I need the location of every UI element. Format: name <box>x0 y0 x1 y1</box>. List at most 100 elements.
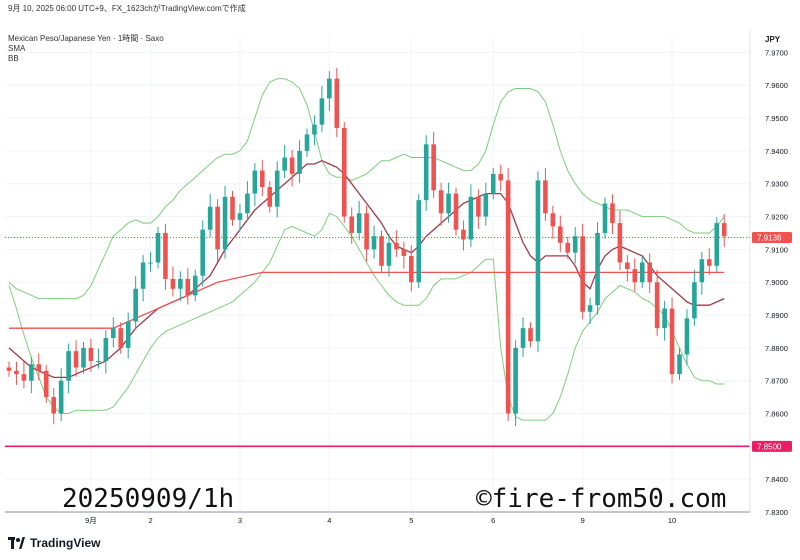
candle-body <box>431 144 436 191</box>
candle-body <box>14 370 19 375</box>
site-watermark: ©fire-from50.com <box>476 484 727 514</box>
bb-lower-band <box>8 212 725 421</box>
chart-timestamp: 9月 10, 2025 06:00 UTC+9、FX_1623chがTradin… <box>8 4 246 13</box>
current-price-tag: 7.9136 <box>752 232 792 244</box>
candle-body <box>312 124 317 135</box>
candle-body <box>297 150 302 174</box>
y-tick-label: 7.8300 <box>765 508 788 517</box>
candle-body <box>125 321 131 348</box>
level-price-tag: 7.8500 <box>752 440 792 452</box>
candle-body <box>543 180 548 214</box>
candle-body <box>610 203 615 224</box>
candle-body <box>461 229 466 240</box>
candle-body <box>140 262 146 289</box>
price-axis[interactable]: 7.9700 7.9600 7.9500 7.9400 7.9300 7.9200 7.91… <box>765 48 788 517</box>
candle-body <box>476 196 481 217</box>
plot-background <box>5 36 750 512</box>
candle-body <box>490 173 496 194</box>
time-axis[interactable]: 9月 2 3 4 5 6 9 10 <box>85 516 676 525</box>
candle-body <box>423 144 429 201</box>
candle-body <box>163 232 168 279</box>
tradingview-logo[interactable]: TradingView <box>8 536 100 550</box>
y-tick-label: 7.8700 <box>765 377 788 386</box>
symbol-title[interactable]: Mexican Peso/Japanese Yen · 1時間 · Saxo <box>8 34 164 43</box>
candle-body <box>118 328 124 348</box>
candle-body <box>237 213 243 220</box>
tradingview-icon <box>8 537 26 549</box>
candle-body <box>282 157 287 171</box>
candle-body <box>200 229 205 276</box>
y-tick-label: 7.9100 <box>765 245 788 254</box>
candles <box>6 67 727 426</box>
candle-body <box>88 347 94 361</box>
candle-body <box>692 282 697 319</box>
candle-body <box>505 180 511 414</box>
candle-body <box>528 328 533 342</box>
candle-body <box>319 98 325 125</box>
candle-body <box>349 216 354 233</box>
candle-body <box>714 223 720 266</box>
candle-body <box>625 262 630 270</box>
x-tick-label: 9 <box>581 516 585 525</box>
candle-body <box>453 193 459 230</box>
candle-body <box>341 127 347 217</box>
candle-body <box>580 236 585 312</box>
candle-body <box>260 170 265 188</box>
candle-body <box>289 157 295 174</box>
candle-body <box>416 200 422 283</box>
candle-body <box>386 242 392 266</box>
candle-body <box>647 262 652 283</box>
candle-body <box>66 351 71 381</box>
x-tick-label: 2 <box>148 516 152 525</box>
candle-body <box>639 262 645 283</box>
y-tick-label: 7.9000 <box>765 278 788 287</box>
candle-body <box>520 328 526 348</box>
candle-body <box>438 190 444 214</box>
candle-body <box>170 278 176 289</box>
candle-body <box>43 370 49 398</box>
candle-body <box>587 305 593 312</box>
y-tick-label: 7.9600 <box>765 81 788 90</box>
candle-body <box>617 223 623 263</box>
candle-body <box>364 213 369 250</box>
indicator-sma-label[interactable]: SMA <box>8 44 26 53</box>
candle-body <box>96 360 101 362</box>
candle-body <box>379 236 384 266</box>
y-tick-label: 7.9500 <box>765 114 788 123</box>
candle-body <box>327 78 332 99</box>
x-tick-label: 4 <box>327 516 331 525</box>
candle-body <box>699 259 705 283</box>
candle-body <box>654 282 660 329</box>
candle-body <box>446 193 451 214</box>
candle-body <box>669 308 675 375</box>
candle-body <box>192 275 198 296</box>
candle-body <box>6 367 12 371</box>
candle-body <box>148 262 153 264</box>
candle-body <box>51 397 56 414</box>
candle-body <box>356 213 362 233</box>
candle-body <box>513 347 518 414</box>
y-tick-label: 7.9200 <box>765 213 788 222</box>
candle-body <box>207 206 213 230</box>
candle-body <box>81 347 86 368</box>
y-tick-label: 7.9300 <box>765 180 788 189</box>
candle-body <box>274 170 280 207</box>
indicator-bb-label[interactable]: BB <box>8 54 19 63</box>
candle-body <box>36 364 42 371</box>
y-tick-label: 7.8900 <box>765 311 788 320</box>
y-tick-label: 7.9400 <box>765 147 788 156</box>
candle-body <box>222 196 228 250</box>
y-tick-label: 7.8400 <box>765 475 788 484</box>
candle-body <box>401 249 407 256</box>
candle-body <box>595 232 600 306</box>
candle-body <box>632 269 638 283</box>
candle-body <box>111 328 116 339</box>
candle-body <box>29 364 34 381</box>
x-tick-label: 3 <box>238 516 242 525</box>
level-price-label: 7.8500 <box>757 442 782 451</box>
candle-body <box>468 196 474 240</box>
candle-body <box>58 380 64 414</box>
x-tick-label: 6 <box>491 516 495 525</box>
candle-body <box>178 278 183 289</box>
